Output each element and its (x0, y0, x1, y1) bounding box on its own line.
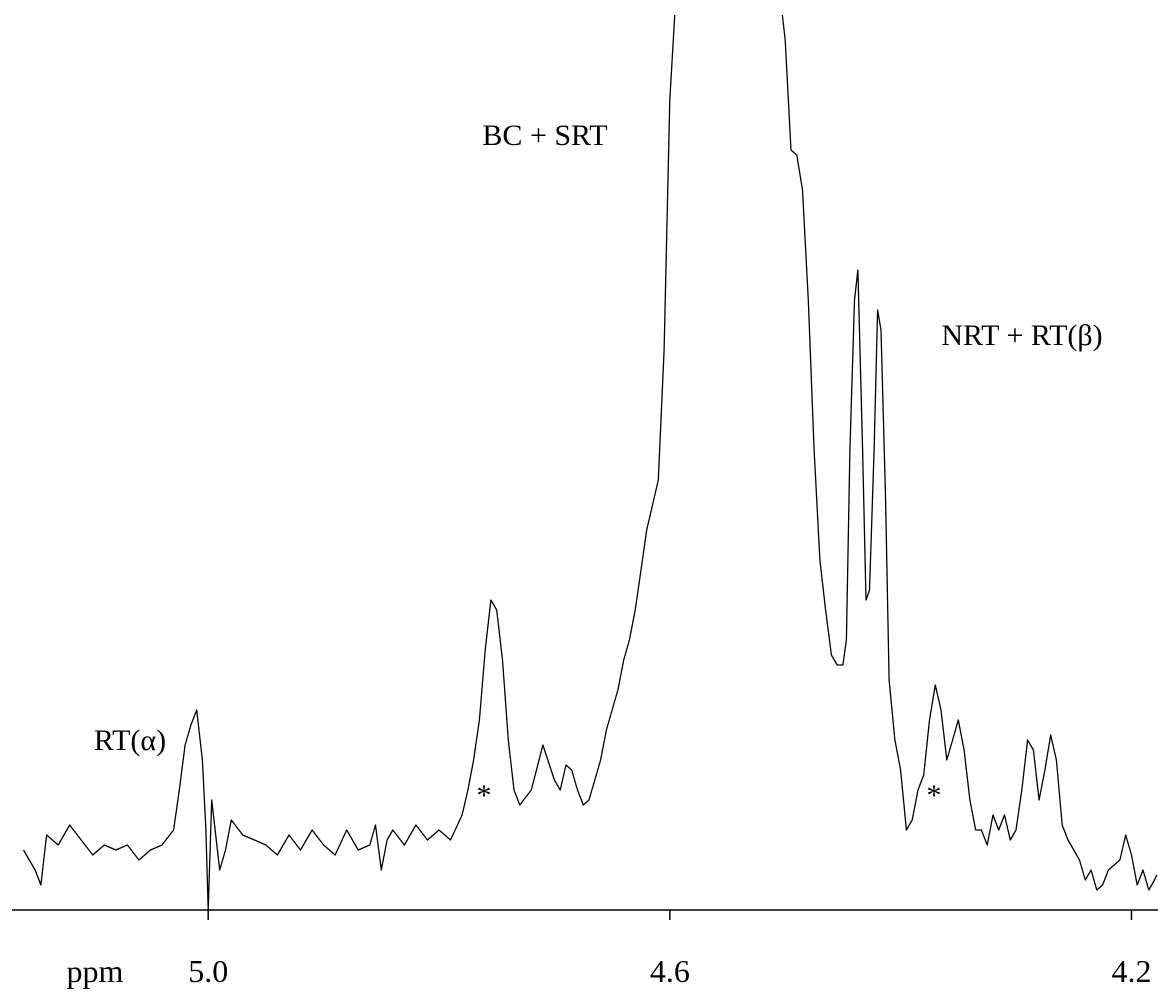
x-axis-label: ppm (67, 953, 124, 989)
annotation: NRT + RT(β) (941, 319, 1102, 352)
x-tick-label: 4.2 (1111, 953, 1151, 989)
annotation: BC + SRT (482, 119, 607, 152)
annotation: RT(α) (94, 724, 166, 757)
x-tick-label: 4.6 (650, 953, 690, 989)
x-tick-label: 5.0 (188, 953, 228, 989)
annotation: * (477, 779, 492, 812)
spectrum-line (22, 15, 1158, 911)
annotation: * (927, 779, 942, 812)
